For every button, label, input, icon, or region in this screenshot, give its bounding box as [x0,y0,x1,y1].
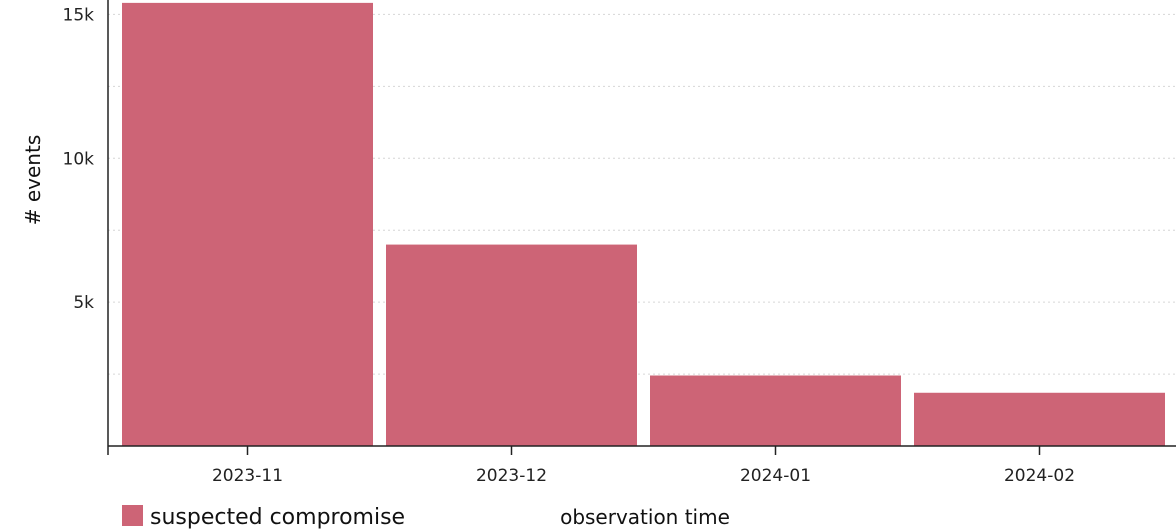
legend: suspected compromise [122,505,405,530]
y-ticks: 5k 10k 15k [63,5,95,313]
x-axis-title: observation time [560,505,730,529]
y-tick-label: 10k [63,149,95,169]
x-tick-label: 2024-01 [740,466,811,486]
axes [107,0,1176,447]
bars [122,2,1165,447]
bar-2024-01 [650,375,901,446]
x-tick-label: 2023-12 [476,466,547,486]
x-tick-label: 2023-11 [212,466,283,486]
legend-swatch [122,505,143,526]
x-ticks: 2023-11 2023-12 2024-01 2024-02 [107,446,1075,486]
y-tick-label: 15k [63,5,95,25]
gridlines [108,13,1176,375]
bar-2023-11 [122,2,373,447]
legend-label: suspected compromise [150,505,405,530]
bar-2023-12 [386,244,637,446]
y-axis-title: # events [21,135,45,226]
bar-2024-02 [914,392,1165,446]
y-tick-label: 5k [73,293,94,313]
x-tick-label: 2024-02 [1004,466,1075,486]
